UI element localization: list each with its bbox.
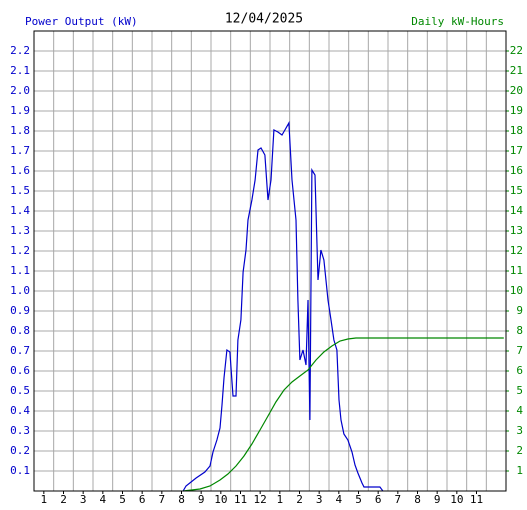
y-tick-label: 0.2 [10, 444, 30, 457]
y-tick-label: 1.3 [10, 224, 30, 237]
y2-tick-label: 1 [516, 464, 523, 477]
y2-tick-label: 10 [510, 284, 523, 297]
x-tick-label: 2 [296, 493, 303, 506]
x-tick-label: 11 [234, 493, 247, 506]
y-tick-label: 2.2 [10, 44, 30, 57]
y2-tick-label: 7 [516, 344, 523, 357]
y2-tick-label: 16 [510, 164, 523, 177]
data-line [182, 120, 384, 492]
x-tick-label: 4 [100, 493, 107, 506]
data-line [183, 337, 504, 492]
y2-tick-label: 21 [510, 64, 523, 77]
y2-tick-label: 5 [516, 384, 523, 397]
y-tick-label: 2.1 [10, 64, 30, 77]
y2-tick-label: 18 [510, 124, 523, 137]
y-tick-label: 1.7 [10, 144, 30, 157]
y2-tick-label: 19 [510, 104, 523, 117]
x-tick-label: 10 [450, 493, 463, 506]
y-tick-label: 0.9 [10, 304, 30, 317]
y2-tick-label: 22 [510, 44, 523, 57]
x-tick-label: 6 [375, 493, 382, 506]
y-tick-label: 1.1 [10, 264, 30, 277]
y-tick-label: 0.3 [10, 424, 30, 437]
chart-title: 12/04/2025 [225, 12, 303, 27]
y2-tick-label: 4 [516, 404, 523, 417]
x-tick-label: 1 [41, 493, 48, 506]
y-tick-label: 0.8 [10, 324, 30, 337]
x-tick-label: 10 [214, 493, 227, 506]
y2-tick-label: 8 [516, 324, 523, 337]
y-tick-label: 1.2 [10, 244, 30, 257]
y2-tick-label: 3 [516, 424, 523, 437]
y2-tick-label: 11 [510, 264, 523, 277]
y2-tick-label: 12 [510, 244, 523, 257]
y-tick-label: 1.6 [10, 164, 30, 177]
y-tick-label: 0.7 [10, 344, 30, 357]
y2-tick-label: 14 [510, 204, 524, 217]
x-tick-label: 6 [139, 493, 146, 506]
y-axis-label: Power Output (kW) [25, 15, 138, 28]
x-tick-label: 8 [414, 493, 421, 506]
y2-tick-label: 6 [516, 364, 523, 377]
y-tick-label: 1.8 [10, 124, 30, 137]
plot-border [33, 30, 507, 492]
y-tick-label: 0.1 [10, 464, 30, 477]
x-tick-label: 11 [470, 493, 483, 506]
y2-tick-label: 20 [510, 84, 523, 97]
y-tick-label: 2.0 [10, 84, 30, 97]
y-tick-label: 1.5 [10, 184, 30, 197]
y-tick-label: 0.5 [10, 384, 30, 397]
x-tick-label: 3 [316, 493, 323, 506]
y2-axis-label: Daily kW-Hours [411, 15, 504, 28]
x-tick-label: 2 [60, 493, 67, 506]
x-tick-label: 7 [395, 493, 402, 506]
x-tick-label: 1 [277, 493, 284, 506]
x-tick-label: 9 [198, 493, 205, 506]
y2-tick-label: 2 [516, 444, 523, 457]
y2-tick-label: 9 [516, 304, 523, 317]
x-tick-label: 5 [355, 493, 362, 506]
y2-tick-label: 15 [510, 184, 523, 197]
y2-tick-label: 13 [510, 224, 523, 237]
y-tick-label: 1.9 [10, 104, 30, 117]
x-tick-label: 4 [336, 493, 343, 506]
y-tick-label: 0.4 [10, 404, 30, 417]
x-tick-label: 7 [159, 493, 166, 506]
x-tick-label: 3 [80, 493, 87, 506]
y2-tick-label: 17 [510, 144, 523, 157]
x-tick-label: 5 [119, 493, 126, 506]
x-tick-label: 9 [434, 493, 441, 506]
x-tick-label: 12 [254, 493, 267, 506]
y-tick-label: 0.6 [10, 364, 30, 377]
y-tick-label: 1.4 [10, 204, 30, 217]
y-tick-label: 1.0 [10, 284, 30, 297]
x-tick-label: 8 [178, 493, 185, 506]
